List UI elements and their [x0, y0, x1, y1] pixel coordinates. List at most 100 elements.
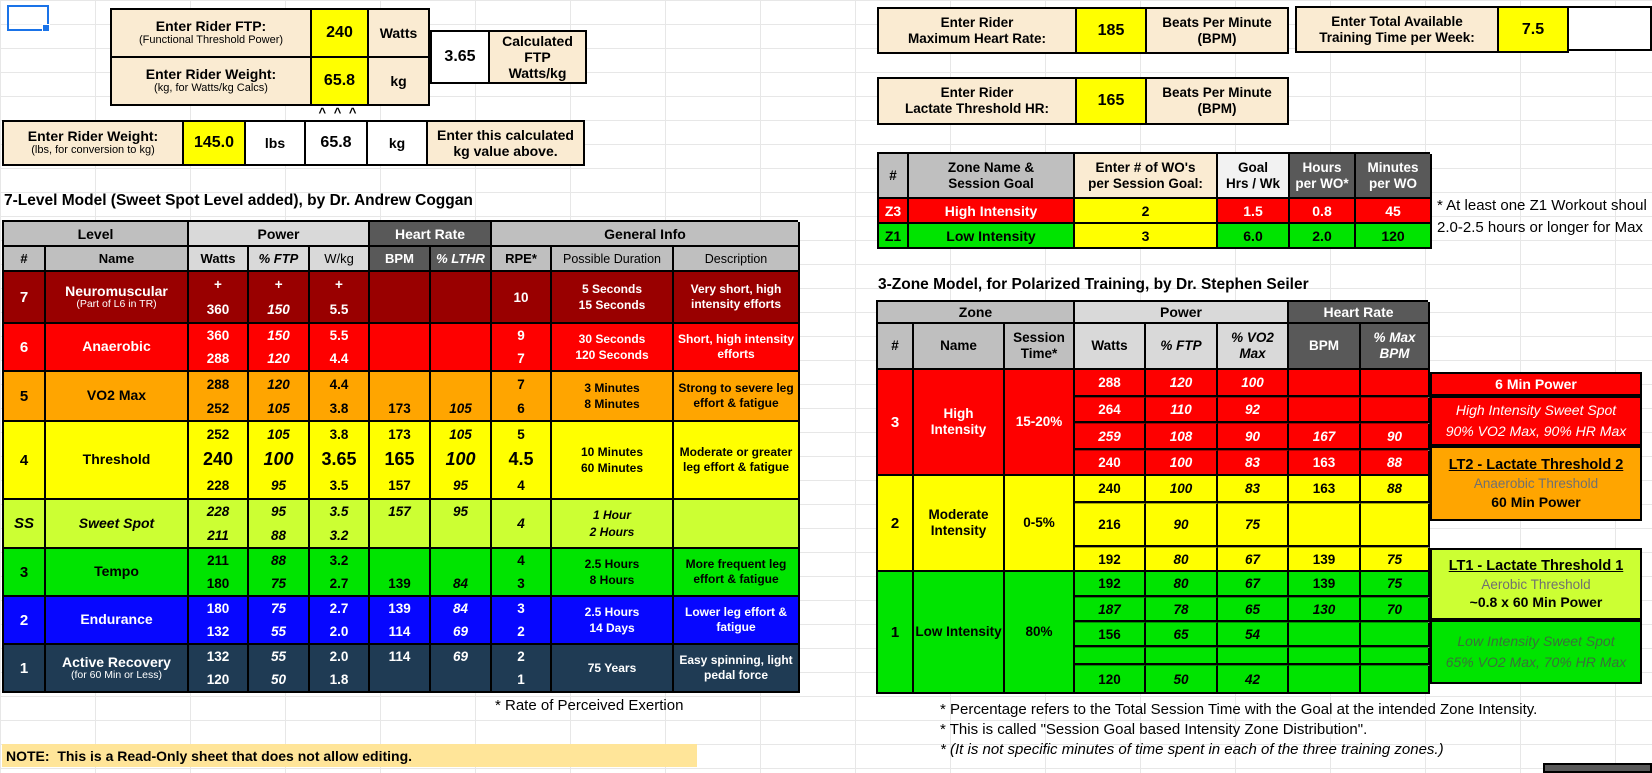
lthr-input[interactable]: 165	[1077, 79, 1147, 125]
seiler-footnotes: * Percentage refers to the Total Session…	[940, 700, 1537, 760]
wkg-values: +5.5	[310, 272, 370, 324]
wkg-value: 3.65	[432, 32, 490, 84]
level-name: Tempo	[46, 549, 189, 597]
description: Lower leg effort & fatigue	[674, 597, 800, 645]
coggan-group-header: Level Power Heart Rate General Info	[4, 222, 800, 247]
col-hours-per-wo: Hours per WO*	[1290, 154, 1356, 199]
training-time-label: Enter Total Available Training Time per W…	[1297, 8, 1499, 53]
wo-count-input[interactable]: 2	[1075, 199, 1218, 224]
training-time-block: Enter Total Available Training Time per W…	[1295, 6, 1569, 53]
bpm-values: 157	[370, 500, 431, 549]
coggan-table: Level Power Heart Rate General Info # Na…	[2, 220, 800, 693]
bpm-values: 173	[370, 372, 431, 422]
weight-lbs-input[interactable]: 145.0	[184, 122, 246, 166]
zone-name: High Intensity	[909, 199, 1075, 224]
duration: 2.5 Hours 14 Days	[552, 597, 674, 645]
ftp-pct-values: 120 105	[249, 372, 310, 422]
arrows-up: ^ ^ ^	[318, 104, 359, 120]
ftp-pct-values: +150	[249, 272, 310, 324]
low-intensity-sweetspot-box: Low Intensity Sweet Spot 65% VO2 Max, 70%…	[1430, 620, 1642, 684]
coggan-title: 7-Level Model (Sweet Spot Level added), …	[4, 192, 473, 209]
col-bpm: BPM	[1289, 324, 1361, 370]
level-name: Endurance	[46, 597, 189, 645]
ftp-entry-block: Enter Rider FTP: (Functional Threshold P…	[110, 8, 430, 106]
group-heart-rate: Heart Rate	[1289, 302, 1430, 324]
training-time-input[interactable]: 7.5	[1499, 8, 1569, 53]
goal-hrs: 6.0	[1218, 224, 1290, 249]
selected-cell[interactable]	[7, 5, 50, 32]
seiler-col-header: # Name Session Time* Watts % FTP % VO2 Max…	[878, 324, 1430, 370]
minutes-per-wo: 45	[1356, 199, 1432, 224]
weight-kg-input[interactable]: 65.8	[312, 58, 369, 106]
max-hr-unit: Beats Per Minute (BPM)	[1147, 9, 1289, 54]
ftp-input[interactable]: 240	[312, 10, 369, 58]
col-max-bpm-pct: % Max BPM	[1361, 324, 1430, 370]
col-num: #	[4, 247, 46, 272]
max-hr-label: Enter Rider Maximum Heart Rate:	[879, 9, 1077, 54]
rpe-values: 10	[492, 272, 552, 324]
minutes-per-wo: 120	[1356, 224, 1432, 249]
ftp-pct-values: 55 50	[249, 645, 310, 693]
fill-handle[interactable]	[42, 24, 50, 32]
seiler-title: 3-Zone Model, for Polarized Training, by…	[878, 276, 1309, 293]
description: Moderate or greater leg effort & fatigue	[674, 422, 800, 500]
group-power: Power	[189, 222, 370, 247]
lthr-values: 84 69	[431, 597, 492, 645]
lt2-box: LT2 - Lactate Threshold 2 Anaerobic Thre…	[1430, 446, 1642, 521]
converted-kg-value: 65.8	[306, 122, 368, 166]
level-name: VO2 Max	[46, 372, 189, 422]
session-time: 15-20%	[1005, 370, 1075, 476]
weight-lbs-label: Enter Rider Weight: (lbs, for conversion…	[4, 122, 184, 166]
wkg-values: 5.5 4.4	[310, 324, 370, 372]
group-level: Level	[4, 222, 189, 247]
description: Very short, high intensity efforts	[674, 272, 800, 324]
watts-values: 228 211	[189, 500, 249, 549]
col-watts: Watts	[189, 247, 249, 272]
seiler-zone-2: 2 Moderate Intensity 0-5% 240 100 83 163 88 …	[878, 476, 1430, 572]
col-name: Name	[914, 324, 1005, 370]
lthr-values: 95	[431, 500, 492, 549]
ftp-pct-values: 88 75	[249, 549, 310, 597]
col-session-time: Session Time*	[1005, 324, 1075, 370]
col-ftp-pct: % FTP	[1146, 324, 1218, 370]
six-min-power-box: 6 Min Power	[1430, 372, 1642, 396]
col-lthr-pct: % LTHR	[431, 247, 492, 272]
clipped-cell	[1567, 6, 1652, 51]
col-minutes-per-wo: Minutes per WO	[1356, 154, 1432, 199]
lthr-values: 105 100 95	[431, 422, 492, 500]
wkg-block: 3.65 Calculated FTP Watts/kg	[430, 30, 587, 84]
coggan-row-ss: SS Sweet Spot 228 211 95 88 3.5 3.2 157 95 …	[4, 500, 800, 549]
coggan-col-header: # Name Watts % FTP W/kg BPM % LTHR RPE* …	[4, 247, 800, 272]
session-time: 80%	[1005, 572, 1075, 694]
workout-row-z3: Z3 High Intensity 2 1.5 0.8 45	[879, 199, 1432, 224]
footnote-2: * This is called "Session Goal based Int…	[940, 721, 1368, 738]
lthr-values	[431, 324, 492, 372]
zone-id: Z1	[879, 224, 909, 249]
col-name: Name	[46, 247, 189, 272]
watts-values: 132 120	[189, 645, 249, 693]
conversion-note: Enter this calculated kg value above.	[428, 122, 585, 166]
kg-unit: kg	[368, 122, 428, 166]
watts-values: 211 180	[189, 549, 249, 597]
wo-count-input[interactable]: 3	[1075, 224, 1218, 249]
col-bpm: BPM	[370, 247, 431, 272]
readonly-note: NOTE: This is a Read-Only sheet that doe…	[2, 744, 697, 767]
level-name: Threshold	[46, 422, 189, 500]
ftp-unit: Watts	[369, 10, 430, 58]
watts-values: 180 132	[189, 597, 249, 645]
bpm-values: 173 165 157	[370, 422, 431, 500]
description	[674, 500, 800, 549]
max-hr-input[interactable]: 185	[1077, 9, 1147, 54]
rpe-values: 5 4.5 4	[492, 422, 552, 500]
wkg-values: 3.5 3.2	[310, 500, 370, 549]
zone-id: Z3	[879, 199, 909, 224]
description: Strong to severe leg effort & fatigue	[674, 372, 800, 422]
lthr-label: Enter Rider Lactate Threshold HR:	[879, 79, 1077, 125]
weight-kg-unit: kg	[369, 58, 430, 106]
bpm-values: 139 114	[370, 597, 431, 645]
duration: 1 Hour 2 Hours	[552, 500, 674, 549]
group-power: Power	[1075, 302, 1289, 324]
clipped-dark-cell	[1543, 763, 1652, 773]
